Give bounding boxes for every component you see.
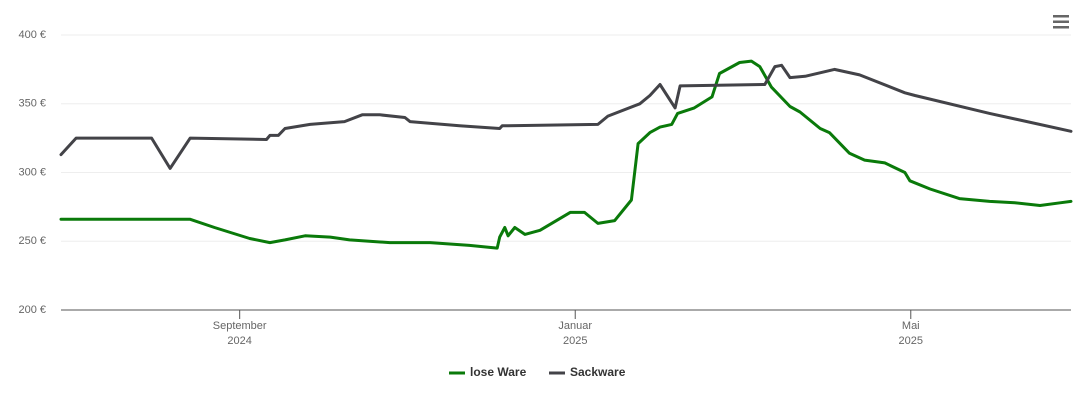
x-tick-year: 2025	[563, 335, 587, 347]
legend-item[interactable]: lose Ware	[449, 365, 527, 379]
y-tick-label: 400 €	[18, 29, 46, 41]
legend-label: lose Ware	[470, 365, 527, 379]
y-tick-label: 250 €	[18, 235, 46, 247]
x-tick-year: 2025	[899, 335, 923, 347]
menu-bar	[1053, 26, 1069, 29]
y-tick-label: 200 €	[18, 304, 46, 316]
menu-button[interactable]	[1050, 12, 1072, 32]
series-line	[59, 59, 1073, 250]
y-tick-label: 300 €	[18, 166, 46, 178]
x-tick-label: Januar	[558, 320, 592, 332]
x-tick-year: 2024	[227, 335, 251, 347]
legend-item[interactable]: Sackware	[549, 365, 626, 379]
x-tick-label: Mai	[902, 320, 920, 332]
legend-label: Sackware	[570, 365, 626, 379]
menu-bar	[1053, 20, 1069, 23]
y-tick-label: 350 €	[18, 98, 46, 110]
menu-bar	[1053, 15, 1069, 18]
x-tick-label: September	[213, 320, 267, 332]
series-line	[59, 63, 1073, 170]
